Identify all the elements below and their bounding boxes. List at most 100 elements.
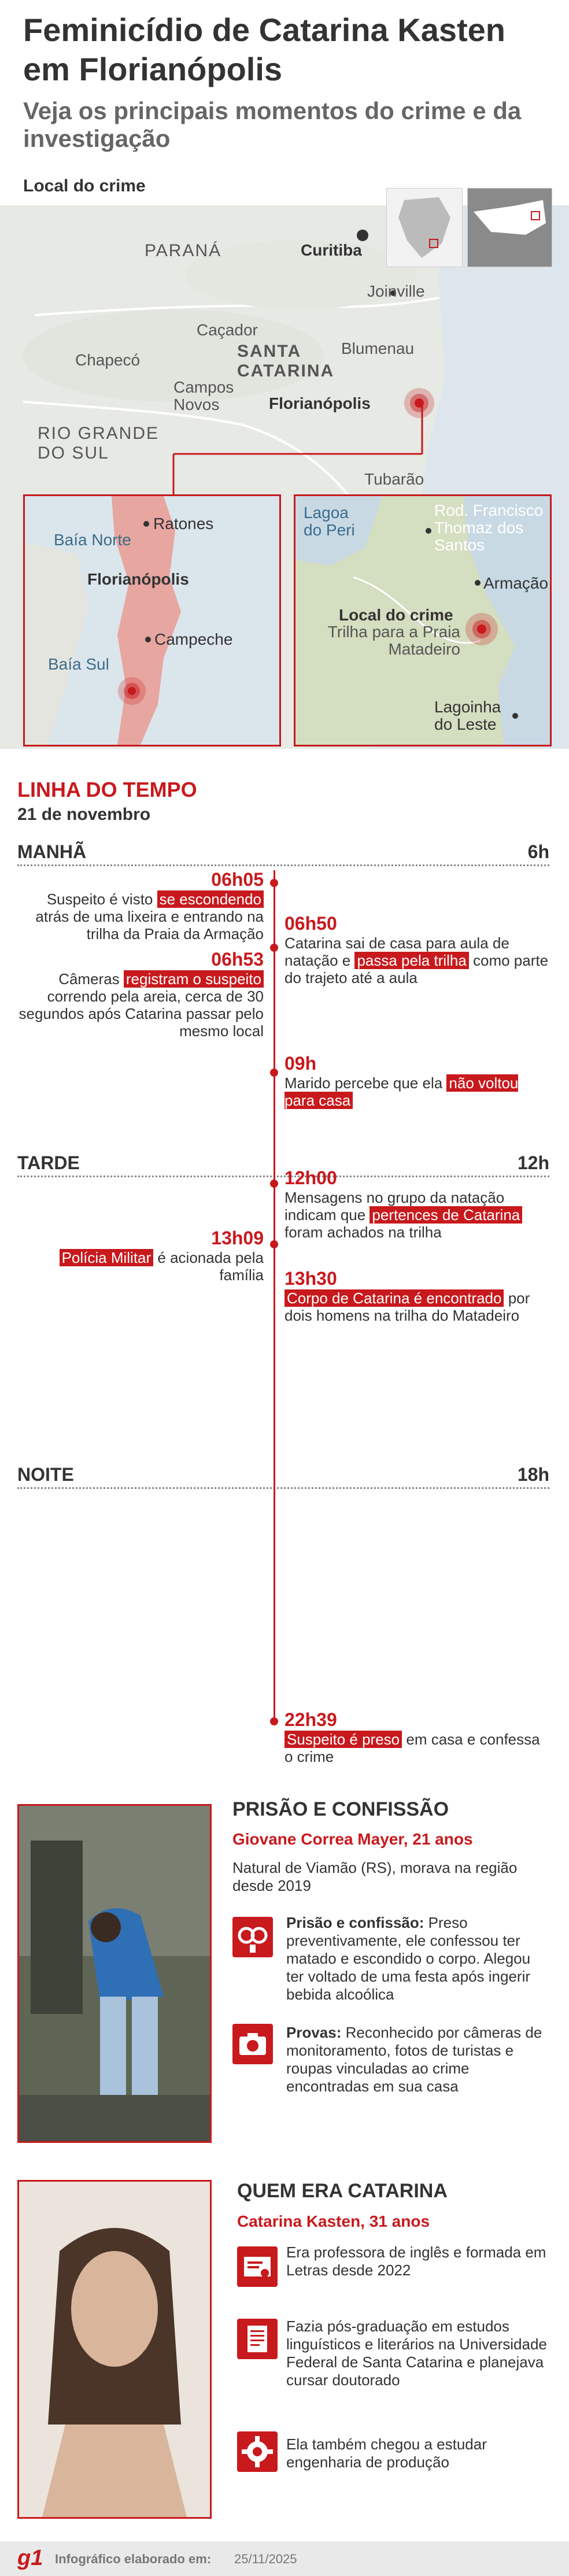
event-text: Suspeito é visto [46,890,157,908]
item-text: Reconhecido por câmeras de monitoramento… [286,2024,542,2095]
map-label-cacador: Caçador [197,321,258,339]
suspect-name: Giovane Correa Mayer, 21 anos [232,1830,473,1848]
event-text: Marido percebe que ela [284,1074,447,1092]
victim-item-engenharia: Ela também chegou a estudar engenharia d… [286,2435,487,2471]
page-title: Feminicídio de Catarina Kasten em Floria… [23,12,505,87]
event-text: atrás de uma lixeira e entrando na trilh… [35,908,264,943]
section-title-prisao: PRISÃO E CONFISSÃO [232,1798,449,1820]
event-highlight: Suspeito é preso [284,1731,402,1748]
suspect-origin: Natural de Viamão (RS), morava na região… [232,1859,518,1894]
inset-label-campeche: Campeche [154,630,233,648]
map-label-florianopolis: Florianópolis [269,394,371,412]
map-label-tubarao: Tubarão [364,470,424,488]
section-title-quem: QUEM ERA CATARINA [237,2180,448,2202]
timeline-event-2239: 22h39 Suspeito é preso em casa e confess… [284,1709,550,1765]
period-label: TARDE [17,1152,80,1173]
event-highlight: Polícia Militar [59,1249,154,1266]
period-hour: 12h [517,1152,549,1173]
event-time: 13h30 [284,1268,337,1289]
item-provas: Provas: Reconhecido por câmeras de monit… [286,2024,549,2095]
period-tarde: TARDE 12h [17,1152,549,1177]
map-label-chapeco: Chapecó [75,351,141,369]
timeline-event-1200: 12h00 Mensagens no grupo da natação indi… [284,1167,550,1241]
timeline-date: 21 de novembro [17,805,151,824]
event-highlight: passa pela trilha [354,952,469,969]
timeline-event-0605: 06h05 Suspeito é visto se escondendo atr… [15,868,264,943]
event-text: correndo pela areia, cerca de 30 segundo… [19,988,264,1040]
item-label: Provas: [286,2024,342,2041]
camera-icon [232,2024,273,2064]
event-text: como parte do trajeto até a aula [284,952,549,986]
timeline-event-1330: 13h30 Corpo de Catarina é encontrado por… [284,1267,550,1324]
page-subtitle: Veja os principais momentos do crime e d… [23,97,522,152]
inset-label-lagoa-do-peri: Lagoa do Peri [304,504,355,539]
victim-photo [17,2180,212,2519]
timeline-event-09h: 09h Marido percebe que ela não voltou pa… [284,1052,550,1109]
event-time: 22h39 [284,1709,337,1730]
state-inset-sc [467,188,552,267]
victim-item-pos-graduacao: Fazia pós-graduação em estudos linguísti… [286,2318,547,2389]
timeline-event-1309: 13h09 Polícia Militar é acionada pela fa… [15,1227,264,1284]
event-text: é acionada pela família [153,1249,264,1284]
gear-icon [237,2431,278,2472]
timeline-axis [274,870,275,1723]
event-text: por dois homens na trilha do Matadeiro [284,1289,530,1324]
g1-logo: g1 [17,2546,43,2570]
timeline-event-0650: 06h50 Catarina sai de casa para aula de … [284,912,550,986]
map-label-curitiba: Curitiba [301,241,362,259]
timeline-dot [270,879,278,887]
crime-location-map: PARANÁ Curitiba Joinville Caçador Blumen… [0,188,569,749]
handcuffs-icon [232,1917,273,1957]
timeline-dot [270,1180,278,1188]
event-time: 13h09 [211,1228,264,1248]
event-text: Câmeras [58,970,124,988]
event-text: foram achados na trilha [284,1224,442,1241]
event-time: 12h00 [284,1167,337,1188]
footer: g1 Infográfico elaborado em: 25/11/2025 [0,2541,569,2576]
event-highlight: Corpo de Catarina é encontrado [284,1289,504,1307]
victim-item-professora: Era professora de inglês e formada em Le… [286,2244,546,2279]
event-highlight: se escondendo [157,890,264,908]
period-noite: NOITE 18h [17,1464,549,1489]
timeline-dot [270,944,278,952]
timeline-dot [270,1069,278,1077]
suspect-photo [17,1804,212,2143]
inset-label-armacao: Armação [483,574,549,592]
inset-label-baia-norte: Baía Norte [54,531,131,549]
state-inset-brazil [386,188,463,267]
event-text: Catarina sai de casa para aula de nataçã… [284,934,509,969]
period-hour: 6h [527,841,549,862]
item-text: Preso preventivamente, ele confessou ter… [286,1914,531,2003]
inset-label-rodovia: Rod. Francisco Thomaz dos Santos [434,501,544,554]
inset-label-florianopolis: Florianópolis [87,570,189,588]
map-label-joinville: Joinville [367,282,425,300]
event-time: 06h05 [211,869,264,890]
inset-label-local-do-crime: Local do crime [339,606,453,624]
footer-label: Infográfico elaborado em: [55,2552,212,2566]
inset-label-trilha: Trilha para a Praia Matadeiro [327,623,460,658]
map-label-campos-novos: Campos Novos [173,378,234,413]
event-highlight: registram o suspeito [123,970,264,988]
inset-label-ratones: Ratones [153,515,214,533]
period-hour: 18h [517,1464,549,1485]
inset-label-lagoinha: Lagoinha do Leste [434,698,501,733]
event-time: 06h50 [284,913,337,934]
inset-florianopolis-island: Ratones Baía Norte Florianópolis Campech… [23,494,281,746]
map-label-rio-grande: RIO GRANDE DO SUL [38,424,160,463]
period-label: MANHÃ [17,841,87,862]
period-label: NOITE [17,1464,74,1485]
timeline-heading: LINHA DO TEMPO [17,778,197,801]
event-text: em casa e confessa o crime [284,1731,540,1765]
map-heading: Local do crime [23,176,146,195]
item-prisao-confissao: Prisão e confissão: Preso preventivament… [286,1914,549,2004]
inset-crime-location: Lagoa do Peri Rod. Francisco Thomaz dos … [294,494,552,746]
timeline-dot [270,1717,278,1725]
diploma-icon [237,2246,278,2287]
timeline-dot [270,1240,278,1248]
event-time: 06h53 [211,949,264,970]
event-time: 09h [284,1053,317,1074]
timeline-event-0653: 06h53 Câmeras registram o suspeito corre… [15,948,264,1040]
period-manha: MANHÃ 6h [17,841,549,866]
item-label: Prisão e confissão: [286,1914,424,1931]
map-label-santa-catarina: SANTA CATARINA [237,342,335,380]
